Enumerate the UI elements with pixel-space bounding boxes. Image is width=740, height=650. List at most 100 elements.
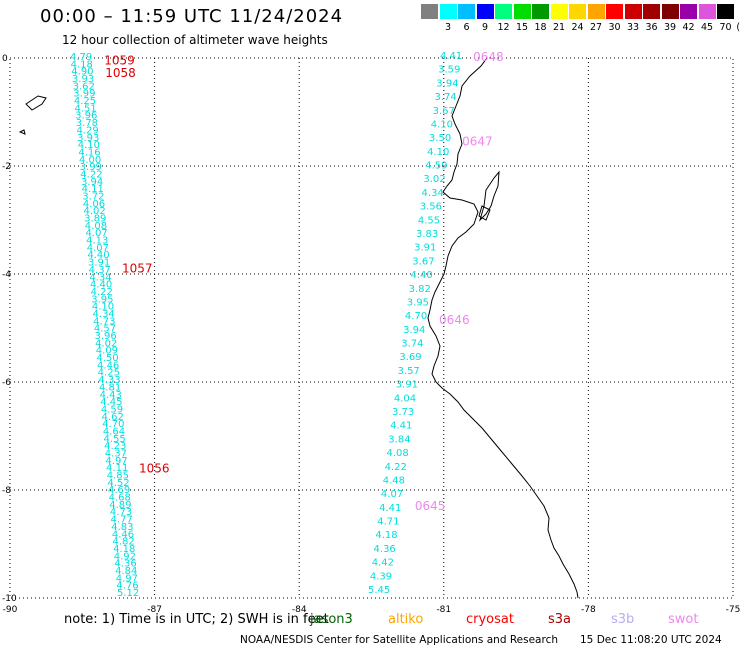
legend-swatch — [569, 4, 586, 19]
west-track-value: 4.92 — [114, 551, 136, 562]
west-track-value: 4.81 — [99, 382, 121, 393]
west-track-value: 4.76 — [116, 581, 138, 592]
west-track-value: 4.07 — [87, 243, 109, 254]
west-track-value: 4.69 — [108, 485, 130, 496]
east-track-value: 4.34 — [422, 188, 444, 199]
east-track-value: 4.41 — [390, 421, 412, 432]
east-track-value: 3.73 — [392, 407, 414, 418]
east-track-value: 3.91 — [396, 380, 418, 391]
east-track-value: 4.10 — [431, 119, 453, 130]
legend-swatch — [421, 4, 438, 19]
west-track-value: 4.06 — [83, 199, 105, 210]
east-track-value: 4.42 — [372, 558, 394, 569]
altimeter-tracks: 4.794.184.903.933.623.994.254.513.963.78… — [70, 50, 504, 599]
satellite-s3b: s3b — [611, 612, 635, 627]
west-track-value: 3.95 — [91, 294, 113, 305]
east-track-time: 0647 — [462, 135, 493, 149]
west-track-value: 4.62 — [102, 412, 124, 423]
west-track-value: 4.84 — [115, 566, 137, 577]
east-track-value: 4.55 — [418, 215, 440, 226]
west-track-value: 5.12 — [117, 588, 139, 599]
west-track-time: 1056 — [139, 461, 170, 475]
west-track-value: 4.37 — [89, 265, 111, 276]
legend-label: 45 — [700, 22, 714, 33]
west-track-value: 4.40 — [87, 250, 109, 261]
legend-swatch — [587, 4, 605, 19]
west-track-value: 4.73 — [110, 507, 132, 518]
west-track-time: 1059 — [104, 54, 135, 68]
legend-swatch — [476, 4, 494, 19]
east-track-value: 4.18 — [375, 530, 397, 541]
y-tick-label: 0 — [2, 54, 8, 64]
west-track-value: 3.99 — [80, 162, 102, 173]
east-track-value: 4.10 — [427, 147, 449, 158]
west-track-value: 4.40 — [90, 280, 112, 291]
west-track-value: 3.91 — [88, 258, 110, 269]
x-tick-label: -81 — [436, 605, 451, 615]
west-track-value: 4.33 — [98, 375, 120, 386]
east-track-value: 3.83 — [416, 229, 438, 240]
east-track-value: 4.70 — [405, 311, 427, 322]
y-tick-label: -6 — [2, 378, 11, 388]
footer-note: note: 1) Time is in UTC; 2) SWH is in fe… — [64, 612, 329, 627]
west-track-value: 4.02 — [95, 338, 117, 349]
west-track-value: 4.02 — [84, 206, 106, 217]
east-track-value: 5.45 — [368, 585, 390, 596]
west-track-value: 4.46 — [112, 529, 134, 540]
east-track-value: 4.22 — [385, 462, 407, 473]
west-track-value: 4.79 — [70, 52, 92, 63]
legend-swatch — [532, 4, 549, 19]
west-track-value: 3.96 — [94, 331, 116, 342]
east-track-value: 4.59 — [425, 161, 447, 172]
west-track-value: 3.99 — [73, 89, 95, 100]
credit-text: NOAA/NESDIS Center for Satellite Applica… — [240, 634, 558, 646]
east-track-value: 4.71 — [377, 517, 399, 528]
legend-label: 21 — [552, 22, 566, 33]
x-tick-label: -75 — [726, 605, 740, 615]
east-track-value: 4.36 — [374, 544, 396, 555]
east-track-value: 3.57 — [398, 366, 420, 377]
legend-swatch — [624, 4, 642, 19]
east-track-value: 3.74 — [401, 339, 423, 350]
east-track-value: 4.07 — [381, 489, 403, 500]
satellite-altiko: altiko — [388, 612, 424, 627]
east-track-value: 3.82 — [409, 284, 431, 295]
west-track-value: 4.77 — [111, 515, 133, 526]
legend-swatch — [606, 4, 623, 19]
west-track-value: 4.97 — [116, 573, 138, 584]
puna-island — [478, 205, 491, 221]
east-track-value: 4.40 — [410, 270, 432, 281]
west-track-value: 4.89 — [109, 500, 131, 511]
gulf-of-guayaquil — [478, 170, 500, 222]
satellite-swot: swot — [668, 612, 699, 627]
axis-ticks: -90 -87 -84 -81 -78 -75 0 -2 -4 -6 -8 -10 — [2, 54, 740, 615]
galapagos-islet — [18, 129, 26, 135]
east-track-value: 4.04 — [394, 393, 416, 404]
generated-time: 15 Dec 11:08:20 UTC 2024 — [580, 634, 722, 646]
west-track-value: 4.10 — [78, 140, 100, 151]
y-tick-label: -10 — [2, 594, 17, 604]
galapagos-island — [25, 95, 47, 111]
legend-swatch — [550, 4, 568, 19]
legend-label: 70 — [719, 22, 732, 33]
map-subtitle: 12 hour collection of altimeter wave hei… — [62, 33, 328, 47]
legend-label: 6 — [463, 22, 470, 33]
west-track-value: 4.70 — [102, 419, 124, 430]
west-track-value: 4.36 — [114, 559, 136, 570]
east-track-time: 0645 — [415, 499, 446, 513]
east-track-time: 0648 — [473, 50, 504, 64]
west-track-value: 4.34 — [89, 272, 111, 283]
west-track-value: 4.52 — [107, 478, 129, 489]
coastline-path — [427, 57, 579, 599]
legend-label: 42 — [682, 22, 695, 33]
west-track-value: 4.85 — [107, 471, 129, 482]
west-track-value: 4.11 — [106, 463, 128, 474]
west-track-value: 4.37 — [105, 448, 127, 459]
west-track-value: 3.93 — [77, 133, 99, 144]
west-track-value: 3.93 — [72, 74, 94, 85]
x-tick-label: -84 — [292, 605, 307, 615]
west-track-value: 4.29 — [76, 125, 98, 136]
west-track-value: 3.62 — [73, 81, 95, 92]
west-track-value: 4.83 — [111, 522, 133, 533]
